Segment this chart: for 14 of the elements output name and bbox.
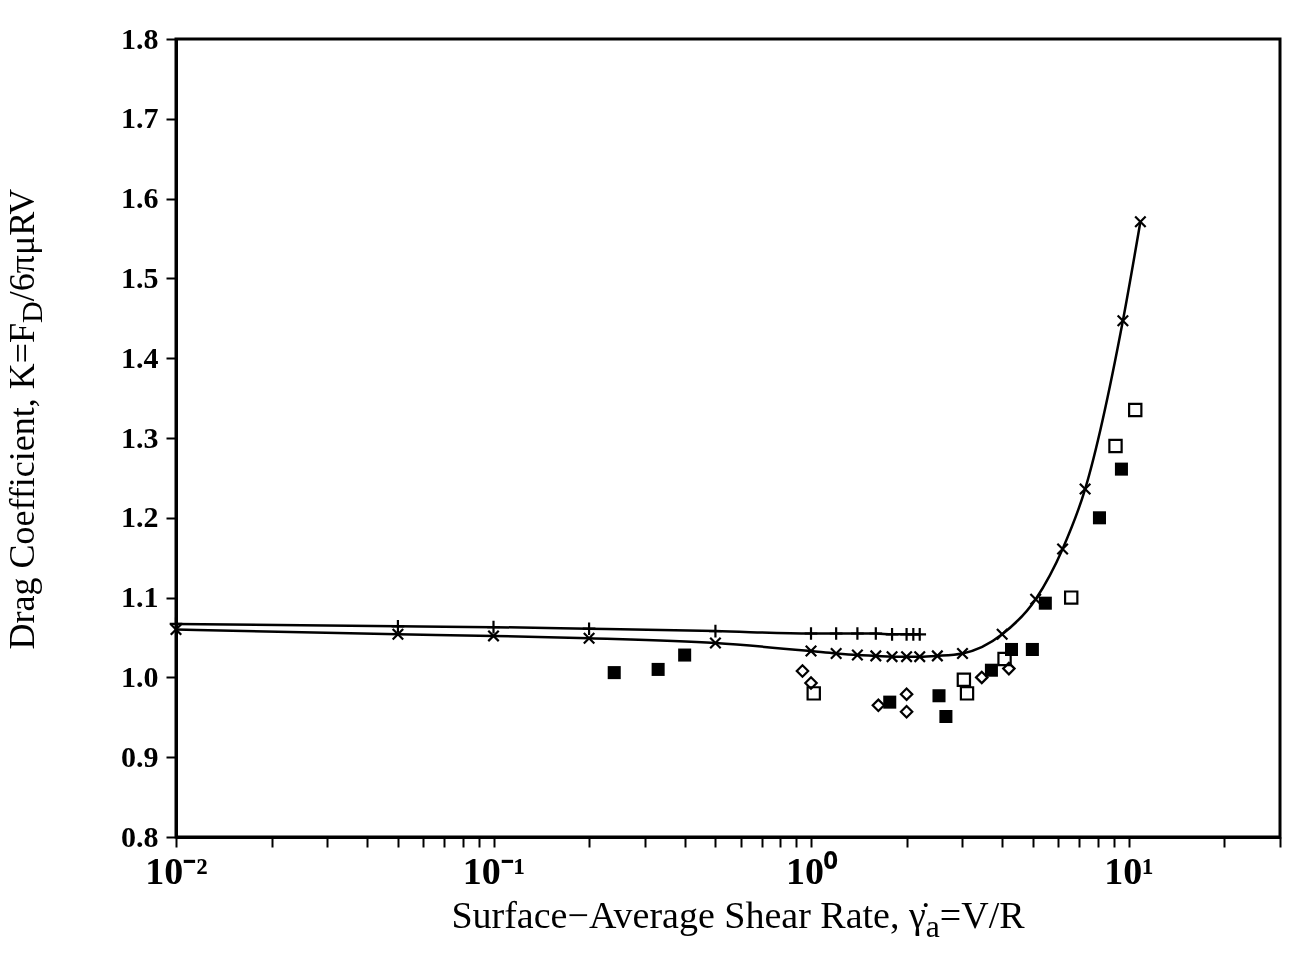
x-tick-label: 10¹ xyxy=(1104,849,1154,892)
y-tick-label: 1.8 xyxy=(121,21,159,55)
y-tick-label: 0.9 xyxy=(121,739,159,773)
y-tick-label: 1.4 xyxy=(121,340,159,374)
y-tick-label: 1.0 xyxy=(121,659,159,693)
x-tick-label: 10⁰ xyxy=(786,849,839,892)
y-tick-label: 1.3 xyxy=(121,420,159,454)
x-axis-title: Surface−Average Shear Rate, γ̇$_{a}$=V/R xyxy=(450,893,1026,945)
x-tick-label: 10⁻¹ xyxy=(462,849,526,892)
y-tick-label: 1.7 xyxy=(121,101,159,135)
y-tick-label: 1.2 xyxy=(121,500,159,534)
y-tick-label: 1.5 xyxy=(121,260,159,294)
y-tick-label: 1.6 xyxy=(121,181,159,215)
y-tick-label: 1.1 xyxy=(121,580,159,614)
